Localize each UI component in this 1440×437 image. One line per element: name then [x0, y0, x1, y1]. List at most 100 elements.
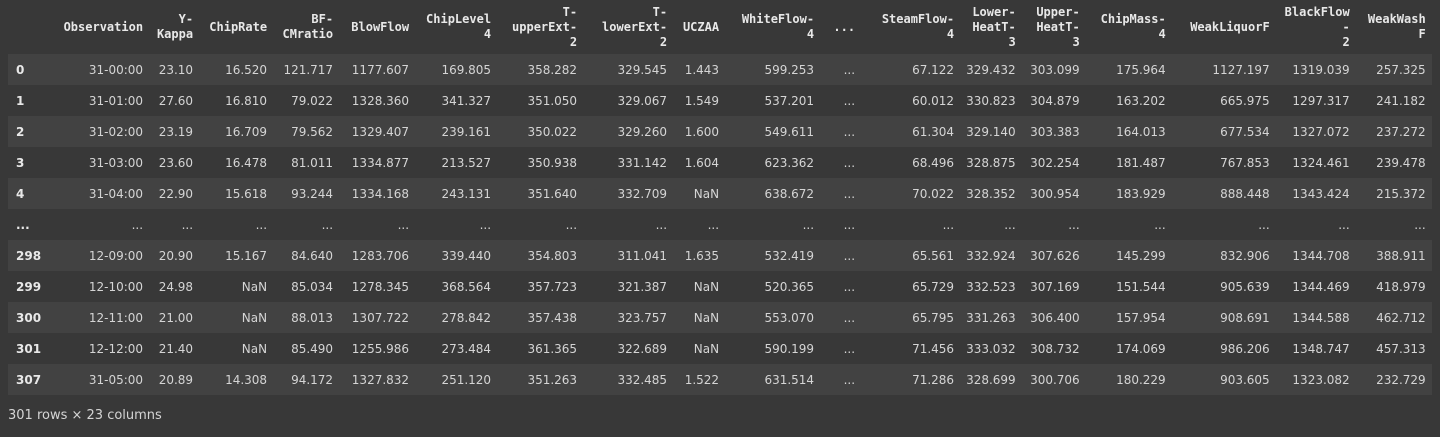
table-cell: 16.810	[225, 93, 268, 108]
table-cell: 888.448	[1220, 186, 1270, 201]
row-index: 4	[16, 186, 25, 201]
table-cell: 215.372	[1376, 186, 1426, 201]
column-header-line: lowerExt-	[602, 19, 668, 34]
table-cell: 1177.607	[351, 62, 410, 77]
table-cell: 145.299	[1116, 248, 1166, 263]
table-cell: 85.490	[291, 341, 334, 356]
table-cell: 300.706	[1030, 372, 1080, 387]
table-cell: 329.140	[966, 124, 1016, 139]
table-cell: 61.304	[912, 124, 955, 139]
table-cell: 20.89	[158, 372, 194, 387]
table-cell: ...	[321, 217, 334, 232]
table-cell: 24.98	[158, 279, 194, 294]
table-cell: 93.244	[291, 186, 334, 201]
table-cell: 665.975	[1220, 93, 1270, 108]
table-cell: 1319.039	[1292, 62, 1350, 77]
column-header-line: 3	[1008, 34, 1016, 49]
table-cell: 329.067	[617, 93, 668, 108]
column-header-line: 2	[1342, 34, 1350, 49]
table-cell: 31-04:00	[88, 186, 144, 201]
table-cell: 306.400	[1030, 310, 1080, 325]
table-cell: 328.352	[966, 186, 1016, 201]
table-cell: 358.282	[527, 62, 578, 77]
table-cell: 31-03:00	[88, 155, 144, 170]
column-header: Observation	[47, 0, 149, 54]
table-row: 300 12-11:00 21.00 NaN 88.013 1307.722 278.842…	[8, 302, 1432, 333]
column-header: UCZAA	[673, 0, 725, 54]
column-header-line: Observation	[63, 19, 144, 34]
table-cell: ...	[479, 217, 492, 232]
table-cell: 31-00:00	[88, 62, 144, 77]
table-cell: 350.022	[527, 124, 578, 139]
table-cell: 908.691	[1220, 310, 1270, 325]
table-cell: ...	[1154, 217, 1166, 232]
column-header-line: 4	[946, 27, 955, 41]
table-cell: 12-12:00	[88, 341, 144, 356]
table-cell: ...	[1414, 217, 1426, 232]
column-header-line: BF-	[311, 12, 334, 26]
column-header-line: WhiteFlow-	[741, 12, 815, 26]
table-cell: ...	[707, 217, 720, 232]
table-cell: 1297.317	[1292, 93, 1350, 108]
header-row: Observation Y- Kappa ChipRate BF- CMratio Blow…	[8, 0, 1432, 54]
table-cell: 333.032	[966, 341, 1016, 356]
column-header-line: ChipLevel4	[426, 12, 492, 41]
table-cell: 273.484	[441, 341, 492, 356]
table-cell: 1323.082	[1292, 372, 1350, 387]
column-header-line: 2	[569, 34, 578, 49]
column-header-line: ChipRate	[209, 19, 268, 34]
table-cell: 328.875	[966, 155, 1016, 170]
table-cell: 553.070	[764, 310, 815, 325]
table-cell: 15.167	[225, 248, 268, 263]
table-cell: 65.795	[912, 310, 955, 325]
row-index: 3	[16, 155, 25, 170]
table-cell: 65.729	[912, 279, 955, 294]
table-cell: ...	[1068, 217, 1080, 232]
table-cell: ...	[131, 217, 144, 232]
table-cell: 332.924	[966, 248, 1016, 263]
table-cell: 1328.360	[351, 93, 410, 108]
column-header-line: CMratio	[282, 27, 334, 41]
table-cell: 1.600	[684, 124, 720, 139]
table-cell: 31-02:00	[88, 124, 144, 139]
table-cell: 84.640	[291, 248, 334, 263]
table-cell: 905.639	[1220, 279, 1270, 294]
table-cell: 631.514	[764, 372, 815, 387]
table-cell: 1.635	[684, 248, 720, 263]
column-header-line: ...	[833, 19, 856, 34]
table-cell: 986.206	[1220, 341, 1270, 356]
table-cell: 180.229	[1116, 372, 1166, 387]
column-header-line: 4	[806, 27, 815, 41]
table-cell: 331.263	[966, 310, 1016, 325]
table-cell: 163.202	[1116, 93, 1166, 108]
table-cell: ...	[802, 217, 815, 232]
table-cell: 332.485	[617, 372, 668, 387]
table-cell: 71.286	[912, 372, 955, 387]
column-header: Y- Kappa	[149, 0, 199, 54]
table-row: 299 12-10:00 24.98 NaN 85.034 1278.345 368.564…	[8, 271, 1432, 302]
table-cell: 329.545	[617, 62, 668, 77]
table-cell: ...	[843, 217, 856, 232]
table-cell: 88.013	[291, 310, 334, 325]
table-cell: 332.523	[966, 279, 1016, 294]
column-header: SteamFlow- 4	[861, 0, 960, 54]
table-cell: 677.534	[1220, 124, 1270, 139]
table-cell: 303.383	[1030, 124, 1080, 139]
dataframe-table: Observation Y- Kappa ChipRate BF- CMratio Blow…	[8, 0, 1432, 395]
table-cell: 20.90	[158, 248, 194, 263]
table-cell: 164.013	[1116, 124, 1166, 139]
table-cell: 23.19	[158, 124, 194, 139]
table-cell: 79.022	[291, 93, 334, 108]
table-cell: ...	[843, 279, 856, 294]
table-cell: 70.022	[912, 186, 955, 201]
table-cell: 169.805	[441, 62, 492, 77]
column-header-line: 2	[659, 34, 668, 49]
table-cell: ...	[942, 217, 955, 232]
column-header-line: SteamFlow-	[881, 12, 955, 26]
table-cell: 12-10:00	[88, 279, 144, 294]
table-cell: 1327.072	[1292, 124, 1350, 139]
table-cell: 1127.197	[1212, 62, 1270, 77]
column-header: ...	[820, 0, 861, 54]
table-cell: ...	[843, 341, 856, 356]
table-cell: 1334.168	[351, 186, 410, 201]
